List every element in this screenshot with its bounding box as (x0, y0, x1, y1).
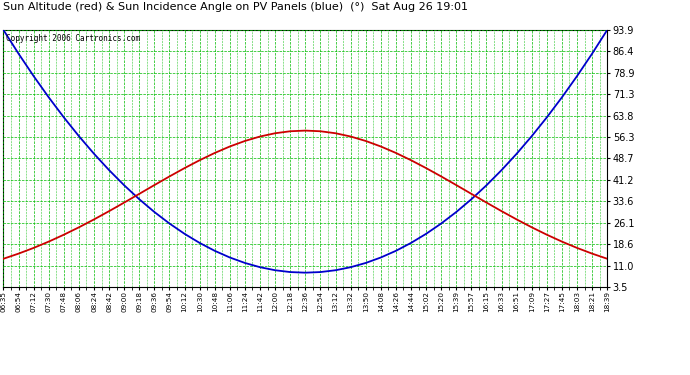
Text: Sun Altitude (red) & Sun Incidence Angle on PV Panels (blue)  (°)  Sat Aug 26 19: Sun Altitude (red) & Sun Incidence Angle… (3, 2, 469, 12)
Text: Copyright 2006 Cartronics.com: Copyright 2006 Cartronics.com (6, 34, 141, 43)
